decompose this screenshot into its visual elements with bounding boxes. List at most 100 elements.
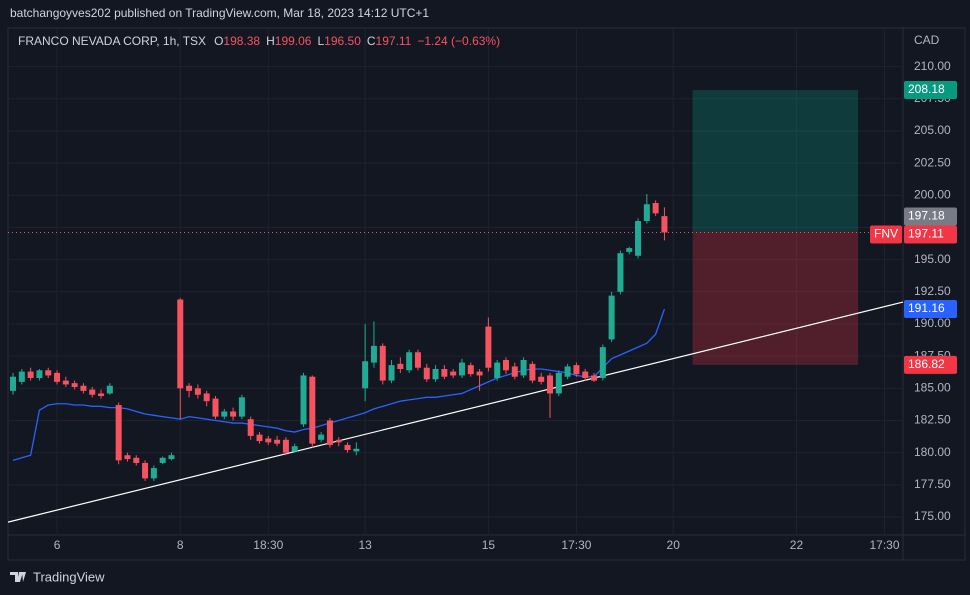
- candle-body: [511, 366, 518, 377]
- y-tick-label: 200.00: [914, 187, 951, 201]
- candle-body: [203, 393, 210, 402]
- candle-body: [617, 253, 624, 292]
- price-label: 197.11: [908, 227, 944, 241]
- candle-body: [635, 221, 642, 256]
- candle-body: [414, 352, 421, 368]
- y-tick-label: 192.50: [914, 284, 951, 298]
- price-label-bg: [904, 355, 957, 374]
- candle-body: [362, 361, 369, 389]
- y-tick-label: 177.50: [914, 477, 951, 491]
- change: −1.24 (−0.63%): [417, 34, 500, 48]
- candle-body: [142, 462, 149, 479]
- ohlc-value: 198.38: [223, 34, 260, 48]
- candle-body: [133, 457, 140, 463]
- publisher: batchangoyves202 published on TradingVie…: [10, 6, 429, 20]
- candle-body: [502, 359, 509, 371]
- candle-body: [608, 295, 615, 340]
- candle-body: [450, 371, 457, 376]
- price-label: 186.82: [908, 357, 945, 371]
- y-tick-label: 180.00: [914, 445, 951, 459]
- stop-zone: [692, 231, 859, 365]
- candle-body: [406, 352, 413, 371]
- candle-body: [643, 204, 650, 222]
- target-zone: [692, 90, 859, 232]
- trend-line: [7, 301, 904, 523]
- y-tick-label: 175.00: [914, 509, 951, 523]
- y-tick-label: 205.00: [914, 123, 951, 137]
- candle-body: [564, 366, 571, 377]
- candle-body: [652, 203, 659, 214]
- candle-body: [661, 216, 668, 233]
- x-tick-label: 18:30: [253, 538, 283, 552]
- symbol-tag: FNV: [874, 227, 898, 241]
- symbol-tag-bg: [870, 225, 902, 244]
- candle-body: [626, 248, 633, 252]
- price-label: 191.16: [908, 301, 945, 315]
- candle-body: [485, 326, 492, 368]
- candle-body: [80, 385, 87, 391]
- candle-body: [265, 438, 272, 443]
- y-tick-label: 210.00: [914, 59, 951, 73]
- candle-body: [379, 345, 386, 381]
- ohlc-key: C: [367, 34, 376, 48]
- logo-icon: [10, 572, 26, 582]
- candle-body: [467, 365, 474, 375]
- plot: [7, 90, 904, 523]
- candle-body: [370, 345, 377, 363]
- candle-body: [212, 398, 219, 417]
- candle-body: [247, 419, 254, 436]
- candle-body: [582, 371, 589, 379]
- candle-body: [476, 371, 483, 376]
- labels: FRANCO NEVADA CORP, 1h, TSX O198.38 H199.0…: [18, 33, 957, 552]
- y-tick-label: 185.00: [914, 380, 951, 394]
- candle-body: [282, 439, 289, 453]
- x-tick-label: 17:30: [561, 538, 591, 552]
- candle-body: [573, 365, 580, 375]
- currency: CAD: [914, 33, 940, 47]
- candle-body: [529, 363, 536, 381]
- candle-body: [256, 434, 263, 442]
- footer-brand: TradingView: [33, 569, 105, 584]
- price-label-bg: [904, 207, 957, 226]
- chart-frame: [7, 27, 966, 561]
- price-label: 197.18: [908, 209, 945, 223]
- candle-body: [115, 405, 122, 461]
- x-tick-label: 22: [790, 538, 804, 552]
- candle-body: [538, 376, 545, 382]
- x-tick-label: 20: [667, 538, 681, 552]
- candle-body: [221, 411, 228, 417]
- chart-legend: FRANCO NEVADA CORP, 1h, TSX O198.38 H199.0…: [18, 34, 500, 48]
- candle-body: [326, 420, 333, 445]
- candle-body: [274, 439, 281, 444]
- candle-body: [177, 299, 184, 389]
- candle-body: [98, 393, 105, 397]
- symbol-name: FRANCO NEVADA CORP, 1h, TSX: [18, 34, 206, 48]
- candle-body: [318, 434, 325, 440]
- candle-body: [186, 385, 193, 391]
- candle-body: [599, 347, 606, 379]
- candle-body: [45, 370, 52, 376]
- candle-body: [397, 363, 404, 370]
- candle-body: [458, 362, 465, 376]
- candle-body: [124, 455, 131, 460]
- ohlc-key: L: [317, 34, 324, 48]
- price-label: 208.18: [908, 82, 945, 96]
- grid: [8, 28, 903, 535]
- candle-body: [388, 365, 395, 381]
- x-tick-label: 6: [54, 538, 61, 552]
- candle-body: [494, 362, 501, 379]
- x-tick-label: 15: [482, 538, 496, 552]
- candle-body: [106, 385, 113, 394]
- x-tick-label: 13: [358, 538, 372, 552]
- price-label-bg: [904, 81, 957, 100]
- ohlc-key: O: [214, 34, 223, 48]
- logo: TradingView: [10, 569, 105, 584]
- candle-body: [344, 444, 351, 451]
- x-tick-label: 17:30: [869, 538, 899, 552]
- ohlc-value: 199.06: [275, 34, 312, 48]
- ohlc-value: 196.50: [324, 34, 361, 48]
- candle-body: [335, 439, 342, 443]
- candle-body: [300, 375, 307, 425]
- ohlc-value: 197.11: [376, 34, 412, 48]
